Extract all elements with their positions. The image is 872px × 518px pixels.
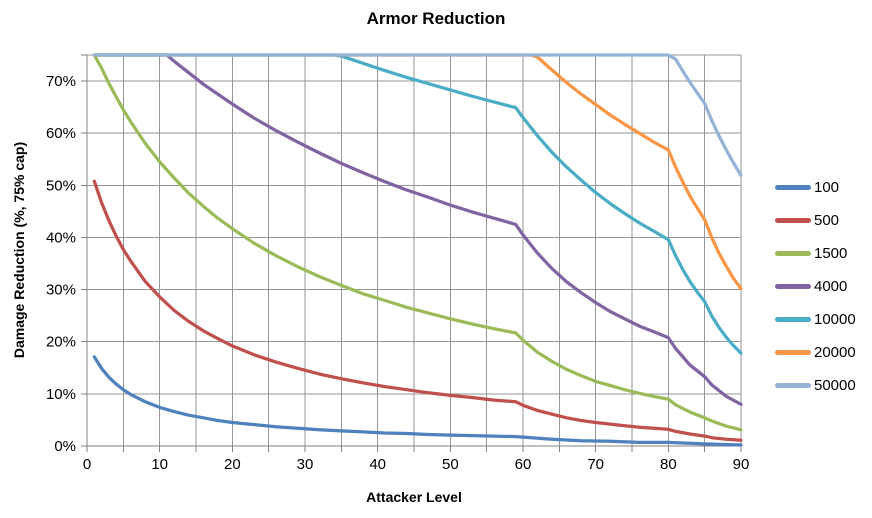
legend-swatch-20000 — [775, 350, 811, 355]
x-tick-label: 30 — [297, 456, 314, 473]
x-tick-label: 90 — [733, 456, 750, 473]
legend-item-4000: 4000 — [775, 270, 856, 303]
series-line-500 — [92, 179, 743, 442]
series-line-4000 — [92, 53, 743, 406]
legend-item-100: 100 — [775, 171, 856, 204]
x-tick-label: 40 — [369, 456, 386, 473]
y-tick-label: 60% — [46, 125, 76, 142]
y-tick-label: 20% — [46, 334, 76, 351]
y-tick-label: 10% — [46, 386, 76, 403]
legend-item-20000: 20000 — [775, 336, 856, 369]
legend-swatch-10000 — [775, 317, 811, 322]
series-line-10000 — [92, 53, 743, 355]
legend-swatch-100 — [775, 185, 811, 190]
x-tick-label: 10 — [151, 456, 168, 473]
legend-label: 4000 — [814, 278, 848, 295]
x-tick-label: 60 — [515, 456, 532, 473]
x-tick-label: 0 — [83, 456, 91, 473]
legend-swatch-50000 — [775, 383, 811, 388]
legend-swatch-1500 — [775, 251, 811, 256]
legend-label: 20000 — [814, 344, 856, 361]
legend-item-50000: 50000 — [775, 369, 856, 402]
x-tick-label: 20 — [224, 456, 241, 473]
series-lines — [92, 53, 743, 447]
y-tick-label: 30% — [46, 282, 76, 299]
x-tick-label: 80 — [660, 456, 677, 473]
series-line-50000 — [92, 53, 743, 178]
legend-label: 500 — [814, 212, 840, 229]
series-line-100 — [92, 355, 743, 447]
legend-item-500: 500 — [775, 204, 856, 237]
y-tick-label: 0% — [54, 438, 76, 455]
y-tick-label: 70% — [46, 73, 76, 90]
y-tick-label: 40% — [46, 229, 76, 246]
tick-labels: 0 10 20 30 40 50 60 70 80 90 0% 10% 20% 30% 40% 50% 60% 7… — [46, 73, 749, 473]
legend-item-1500: 1500 — [775, 237, 856, 270]
legend-label: 100 — [814, 179, 840, 196]
legend-label: 50000 — [814, 377, 856, 394]
axes — [81, 54, 742, 452]
legend-label: 1500 — [814, 245, 848, 262]
series-line-1500 — [92, 53, 743, 432]
gridlines — [86, 54, 742, 447]
legend-swatch-500 — [775, 218, 811, 223]
x-tick-label: 70 — [587, 456, 604, 473]
legend-swatch-4000 — [775, 284, 811, 289]
y-tick-label: 50% — [46, 177, 76, 194]
chart-title: Armor Reduction — [366, 9, 506, 28]
x-tick-label: 50 — [442, 456, 459, 473]
legend: 100 500 1500 4000 10000 20000 50000 — [775, 171, 856, 402]
series-line-20000 — [92, 53, 743, 291]
legend-item-10000: 10000 — [775, 303, 856, 336]
x-axis-title: Attacker Level — [366, 489, 462, 505]
legend-label: 10000 — [814, 311, 856, 328]
